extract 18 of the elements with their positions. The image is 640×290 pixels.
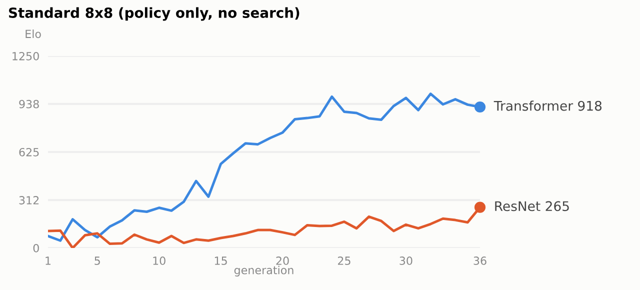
y-tick-label: 938	[19, 100, 39, 108]
x-axis-title: generation	[234, 266, 294, 276]
x-tick-label: 10	[153, 256, 166, 265]
x-tick-label: 15	[214, 256, 227, 265]
text: ResNet 265	[495, 201, 569, 212]
x-tick-label: 36	[474, 256, 486, 265]
x-tick-label: 20	[276, 256, 289, 265]
x-tick-label: 25	[338, 256, 350, 265]
x-tick-label: 1	[46, 256, 51, 265]
text: Transformer 918	[494, 100, 602, 111]
x-tick-label: 5	[94, 256, 100, 265]
y-tick-label: 625	[19, 148, 39, 156]
x-tick-label: 30	[400, 256, 412, 265]
y-tick-label: 0	[33, 244, 39, 252]
y-tick-label: 1250	[12, 52, 39, 60]
chart-title: Standard 8x8 (policy only, no search)	[8, 7, 300, 21]
y-axis-title: Elo	[26, 30, 41, 38]
y-tick-label: 312	[19, 196, 39, 204]
